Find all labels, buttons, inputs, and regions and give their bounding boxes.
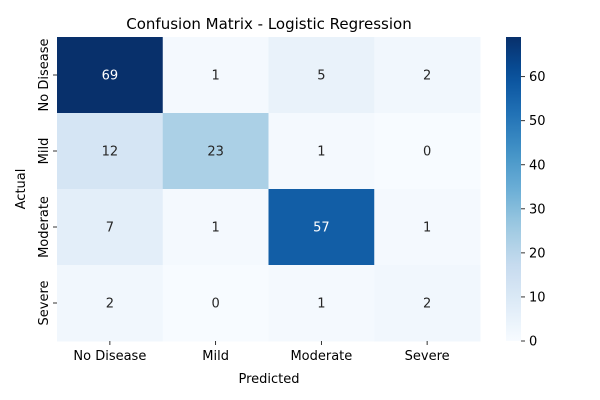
cell-value-label: 1 xyxy=(317,297,325,312)
colorbar-gradient xyxy=(506,37,521,341)
cell-value-label: 1 xyxy=(317,145,325,160)
x-tick-label: Moderate xyxy=(290,349,352,364)
heatmap-cells xyxy=(57,37,481,342)
heatmap-cell-r1-c3 xyxy=(374,113,481,190)
cell-value-label: 1 xyxy=(423,221,431,236)
heatmap-cell-r2-c2 xyxy=(268,189,375,266)
colorbar-tick-label: 40 xyxy=(529,158,546,173)
heatmap-cell-r3-c3 xyxy=(374,265,481,342)
heatmap-cell-r3-c2 xyxy=(268,265,375,342)
colorbar-tick-label: 10 xyxy=(529,290,546,305)
y-tick-label: Mild xyxy=(37,138,52,165)
heatmap-cell-r2-c1 xyxy=(162,189,269,266)
colorbar-tick-label: 50 xyxy=(529,114,546,129)
y-tick-label: Severe xyxy=(37,280,52,325)
y-axis-label: Actual xyxy=(14,169,29,210)
cell-value-label: 69 xyxy=(102,69,119,84)
cell-value-label: 0 xyxy=(211,297,219,312)
y-tick-label: Moderate xyxy=(37,196,52,258)
x-axis-label: Predicted xyxy=(238,372,299,387)
colorbar-tick-label: 20 xyxy=(529,246,546,261)
cell-value-label: 57 xyxy=(313,221,330,236)
cell-value-label: 2 xyxy=(423,297,431,312)
heatmap-cell-r3-c0 xyxy=(57,265,164,342)
y-tick-label: No Disease xyxy=(37,39,52,112)
cell-value-label: 23 xyxy=(207,145,224,160)
cell-value-label: 12 xyxy=(102,145,119,160)
x-axis-ticks: No Disease Mild Moderate Severe xyxy=(73,341,450,364)
x-tick-label: No Disease xyxy=(73,349,146,364)
colorbar-tick-label: 0 xyxy=(529,335,537,350)
chart-title: Confusion Matrix - Logistic Regression xyxy=(126,15,411,33)
heatmap-cell-r2-c3 xyxy=(374,189,481,266)
heatmap-cell-r1-c2 xyxy=(268,113,375,190)
heatmap-cell-r0-c0 xyxy=(57,37,164,114)
heatmap-cell-r0-c1 xyxy=(162,37,269,114)
x-tick-label: Mild xyxy=(202,349,229,364)
heatmap-cell-r0-c3 xyxy=(374,37,481,114)
cell-value-label: 2 xyxy=(423,69,431,84)
heatmap-cell-r2-c0 xyxy=(57,189,164,266)
x-tick-label: Severe xyxy=(405,349,450,364)
heatmap-cell-r3-c1 xyxy=(162,265,269,342)
cell-value-label: 1 xyxy=(211,221,219,236)
y-axis-ticks: No Disease Mild Moderate Severe xyxy=(37,39,57,326)
colorbar: 0 10 20 30 40 50 60 xyxy=(506,37,546,350)
colorbar-tick-label: 30 xyxy=(529,202,546,217)
heatmap-cell-r0-c2 xyxy=(268,37,375,114)
cell-value-label: 1 xyxy=(211,69,219,84)
heatmap-cell-r1-c1 xyxy=(162,113,269,190)
colorbar-tick-label: 60 xyxy=(529,70,546,85)
cell-value-label: 5 xyxy=(317,69,325,84)
heatmap-cell-r1-c0 xyxy=(57,113,164,190)
cell-value-label: 0 xyxy=(423,145,431,160)
cell-value-label: 2 xyxy=(106,297,114,312)
heatmap-cell-labels: 69 1 5 212 23 1 07 1 57 12 0 1 2 xyxy=(102,69,432,312)
cell-value-label: 7 xyxy=(106,221,114,236)
